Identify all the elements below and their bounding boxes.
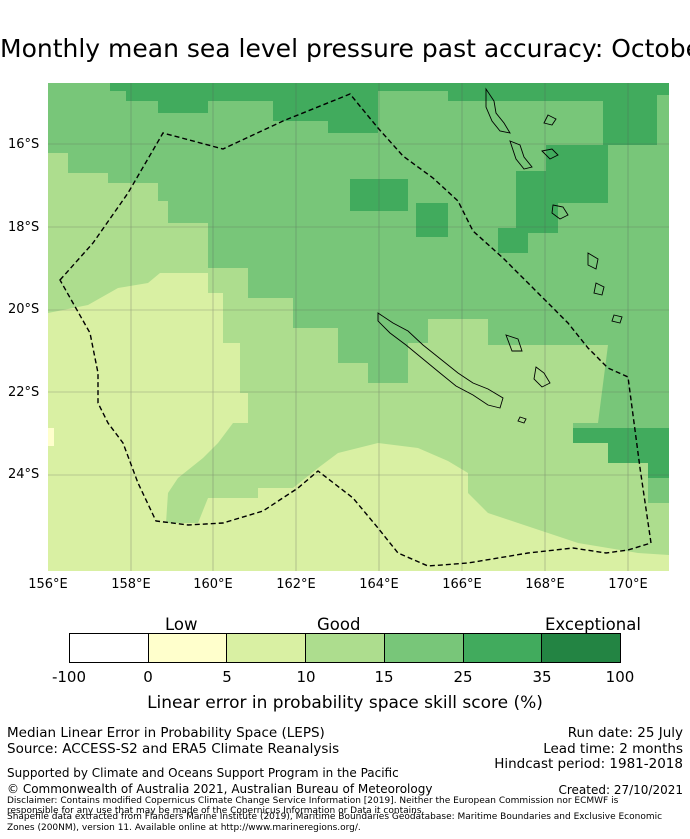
colorbar-tick: 25	[453, 668, 473, 686]
lon-label: 156°E	[28, 577, 68, 592]
category-low-label: Low	[165, 615, 198, 634]
colorbar-tick: 15	[374, 668, 394, 686]
coastlines	[377, 87, 623, 424]
lat-label: 24°S	[8, 467, 40, 482]
high-skill-region-north	[110, 83, 378, 133]
vanuatu-coast-e	[551, 204, 569, 220]
lon-label: 166°E	[442, 577, 482, 592]
colorbar-tick: 5	[222, 668, 232, 686]
colorbar-title: Linear error in probability space skill …	[147, 693, 543, 713]
map-gridlines	[48, 83, 669, 571]
lon-label: 168°E	[525, 577, 565, 592]
high-skill-region-east	[378, 83, 669, 253]
lat-label: 20°S	[8, 302, 40, 317]
colorbar-segment	[70, 634, 149, 662]
lead-time-text: Lead time: 2 months	[543, 741, 683, 757]
island-coast-c	[587, 252, 599, 270]
shapefile-line-1: Shapefile data extracted from Flanders M…	[7, 812, 663, 822]
lat-label: 16°S	[8, 137, 40, 152]
colorbar-tick: -100	[51, 668, 87, 686]
disclaimer-line-1: Disclaimer: Contains modified Copernicus…	[7, 796, 619, 806]
colorbar	[69, 633, 621, 663]
method-text: Median Linear Error in Probability Space…	[7, 725, 325, 741]
lon-label: 164°E	[359, 577, 399, 592]
disclaimer-line-2: responsible for any use that may be made…	[7, 806, 425, 816]
colorbar-segment	[384, 634, 464, 662]
colorbar-segment	[306, 634, 385, 662]
low-skill-patch	[48, 428, 54, 446]
skill-map	[48, 83, 669, 571]
low-skill-region-southwest	[48, 273, 669, 571]
colorbar-segment	[463, 634, 543, 662]
created-text: Created: 27/10/2021	[558, 783, 683, 797]
medium-skill-patch	[158, 236, 168, 256]
lon-label: 162°E	[276, 577, 316, 592]
support-text: Supported by Climate and Oceans Support …	[7, 766, 399, 780]
category-exceptional-label: Exceptional	[545, 615, 641, 634]
vanuatu-coast-a	[485, 87, 511, 134]
loyalty-islands-coast	[505, 334, 523, 352]
colorbar-tick: 0	[143, 668, 153, 686]
vanuatu-coast-d	[541, 148, 559, 160]
colorbar-segment	[148, 634, 228, 662]
map-title: Monthly mean sea level pressure past acc…	[0, 34, 690, 63]
vanuatu-coast-c	[543, 114, 557, 126]
eez-boundary	[59, 93, 652, 567]
colorbar-tick: 10	[296, 668, 316, 686]
lat-label: 18°S	[8, 220, 40, 235]
lon-label: 160°E	[193, 577, 233, 592]
colorbar-segment	[542, 634, 621, 662]
shapefile-line-2: Zones (200NM), version 11. Available onl…	[7, 823, 361, 833]
vanuatu-coast-b	[509, 140, 533, 170]
island-coast-e	[611, 314, 623, 324]
colorbar-segment	[227, 634, 307, 662]
loyalty-islands-coast-b	[533, 366, 551, 388]
source-text: Source: ACCESS-S2 and ERA5 Climate Reana…	[7, 741, 340, 757]
hindcast-text: Hindcast period: 1981-2018	[494, 756, 683, 772]
colorbar-tick: 35	[532, 668, 552, 686]
island-coast-f	[517, 416, 527, 424]
high-skill-patch-b	[416, 203, 448, 237]
copyright-text: © Commonwealth of Australia 2021, Austra…	[7, 782, 433, 796]
island-coast-d	[593, 282, 605, 296]
medium-skill-region-west	[48, 153, 669, 571]
new-caledonia-coast	[377, 312, 504, 409]
lat-label: 22°S	[8, 385, 40, 400]
lon-label: 170°E	[608, 577, 648, 592]
run-date-text: Run date: 25 July	[567, 725, 683, 741]
category-good-label: Good	[317, 615, 361, 634]
lon-label: 158°E	[111, 577, 151, 592]
colorbar-tick: 100	[605, 668, 635, 686]
